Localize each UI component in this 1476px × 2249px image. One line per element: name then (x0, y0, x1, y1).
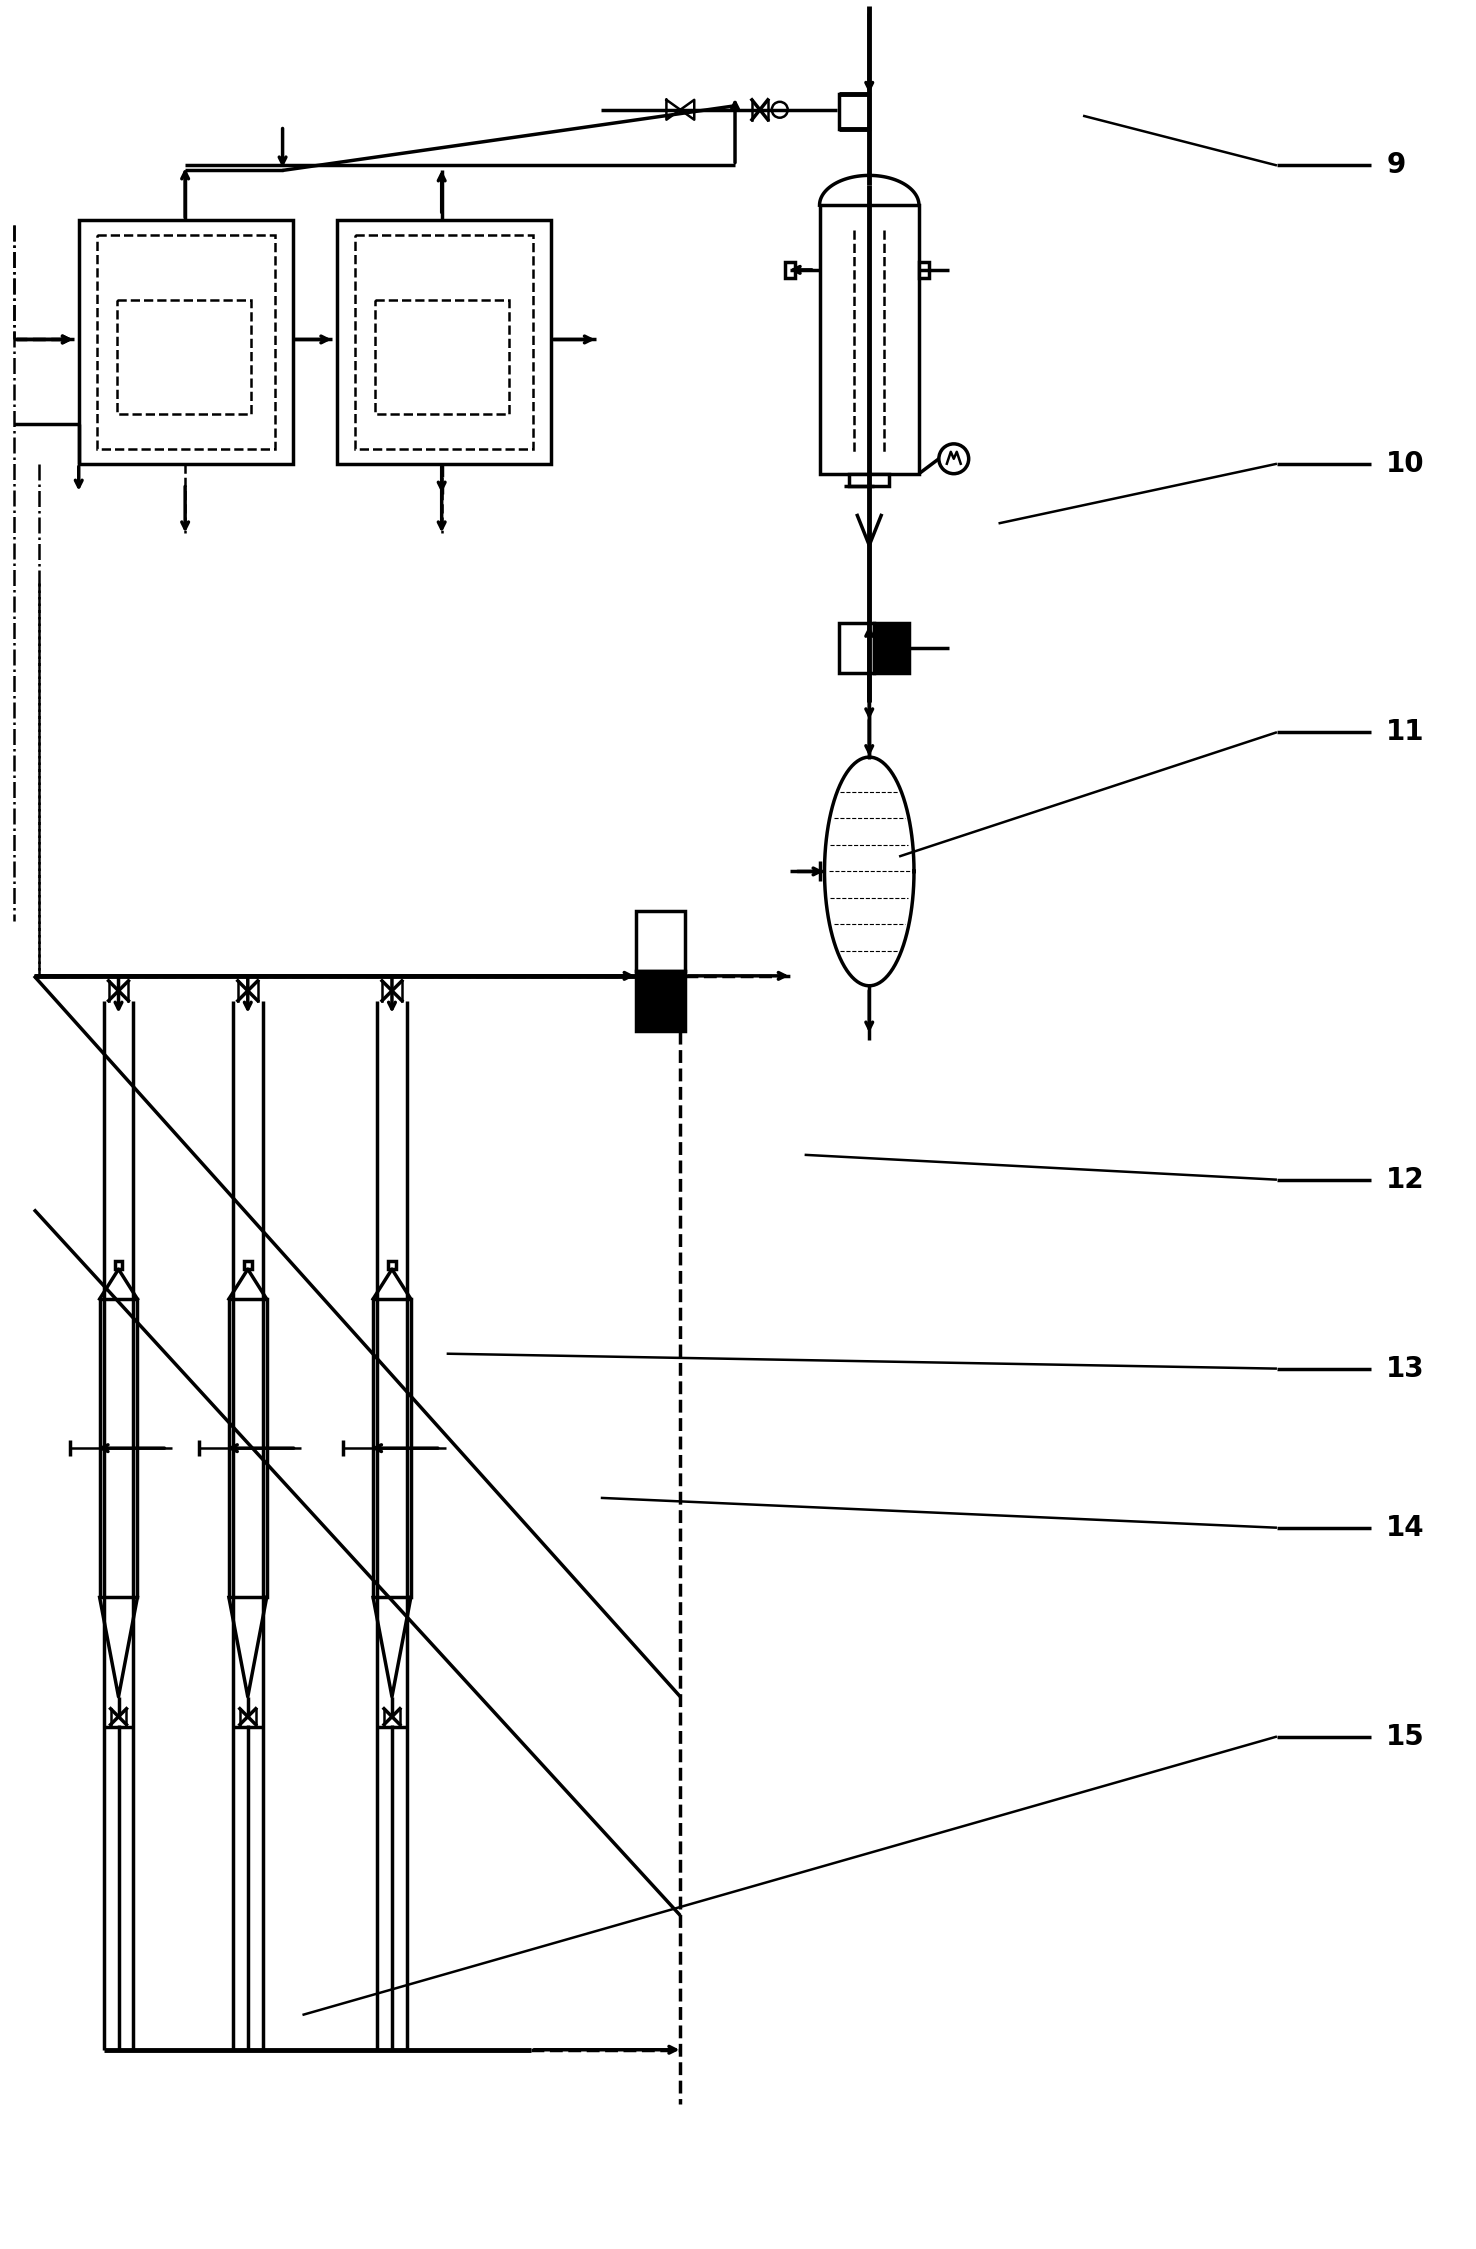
Text: 10: 10 (1386, 450, 1424, 477)
Bar (78, 220, 292, 463)
Text: 11: 11 (1386, 717, 1424, 747)
Bar (115, 1262, 123, 1268)
Bar (849, 475, 889, 486)
Bar (785, 261, 794, 279)
Bar (373, 1300, 410, 1597)
Bar (229, 1300, 267, 1597)
Circle shape (939, 443, 968, 475)
Bar (874, 623, 909, 672)
Text: 13: 13 (1386, 1354, 1424, 1383)
Bar (375, 299, 509, 414)
Text: 9: 9 (1386, 151, 1405, 180)
Bar (636, 972, 685, 1030)
Text: 12: 12 (1386, 1165, 1424, 1194)
Text: 15: 15 (1386, 1723, 1424, 1750)
Bar (356, 236, 533, 450)
Bar (99, 1300, 137, 1597)
Bar (388, 1262, 396, 1268)
Bar (338, 220, 551, 463)
Bar (920, 261, 928, 279)
Bar (117, 299, 251, 414)
Bar (636, 911, 685, 972)
Text: 14: 14 (1386, 1514, 1424, 1543)
Bar (840, 623, 874, 672)
Bar (96, 236, 275, 450)
Bar (840, 94, 869, 128)
Bar (244, 1262, 252, 1268)
Bar (819, 205, 920, 475)
